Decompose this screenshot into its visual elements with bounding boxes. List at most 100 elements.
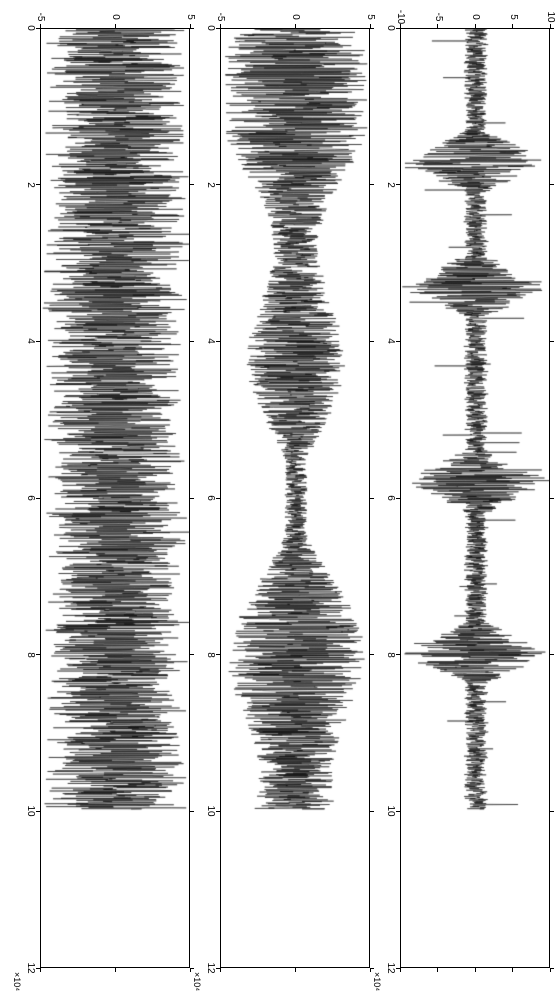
xtick-label: 2 xyxy=(25,182,35,188)
xtick-label: 6 xyxy=(205,495,215,501)
xtick-mark xyxy=(216,28,220,29)
ytick-label: -5 xyxy=(215,13,225,22)
waveform-canvas-1 xyxy=(41,29,190,968)
xtick-label: 8 xyxy=(205,652,215,658)
x-exponent-label: ×10⁴ xyxy=(12,972,22,991)
subplot-2: -505024681012×10⁴ xyxy=(220,28,370,968)
xtick-mark xyxy=(36,968,40,969)
xtick-label: 6 xyxy=(25,495,35,501)
xtick-mark xyxy=(370,341,374,342)
xtick-label: 4 xyxy=(205,339,215,345)
xtick-label: 10 xyxy=(25,806,35,817)
xtick-mark xyxy=(36,498,40,499)
ytick-label: 0 xyxy=(110,14,120,20)
xtick-mark xyxy=(36,341,40,342)
ytick-label: 5 xyxy=(185,14,195,20)
waveform-canvas-2 xyxy=(221,29,370,968)
xtick-mark xyxy=(190,498,194,499)
xtick-mark xyxy=(370,654,374,655)
xtick-label: 0 xyxy=(385,25,395,31)
ytick-mark xyxy=(190,968,191,972)
xtick-mark xyxy=(396,654,400,655)
ytick-label: -5 xyxy=(35,13,45,22)
ytick-label: 5 xyxy=(508,14,518,20)
xtick-label: 12 xyxy=(385,962,395,973)
xtick-mark xyxy=(36,654,40,655)
xtick-mark xyxy=(36,28,40,29)
xtick-label: 12 xyxy=(205,962,215,973)
xtick-mark xyxy=(370,184,374,185)
xtick-mark xyxy=(550,968,554,969)
xtick-mark xyxy=(216,498,220,499)
xtick-mark xyxy=(190,28,194,29)
plot-area-2 xyxy=(220,28,370,968)
xtick-mark xyxy=(370,811,374,812)
xtick-label: 6 xyxy=(385,495,395,501)
ytick-label: 0 xyxy=(290,14,300,20)
ytick-label: -5 xyxy=(433,13,443,22)
xtick-label: 10 xyxy=(385,806,395,817)
xtick-mark xyxy=(36,184,40,185)
ytick-mark xyxy=(220,968,221,972)
ytick-label: 0 xyxy=(470,14,480,20)
xtick-mark xyxy=(370,498,374,499)
xtick-mark xyxy=(396,184,400,185)
subplot-3: -10-50510024681012×10⁴ xyxy=(400,28,550,968)
ytick-label: 10 xyxy=(545,11,555,22)
xtick-mark xyxy=(370,968,374,969)
xtick-mark xyxy=(36,811,40,812)
xtick-mark xyxy=(550,654,554,655)
ytick-mark xyxy=(400,968,401,972)
xtick-label: 8 xyxy=(25,652,35,658)
xtick-mark xyxy=(550,341,554,342)
xtick-label: 8 xyxy=(385,652,395,658)
ytick-label: -10 xyxy=(395,10,405,24)
xtick-mark xyxy=(396,968,400,969)
xtick-label: 12 xyxy=(25,962,35,973)
ytick-mark xyxy=(475,968,476,972)
xtick-mark xyxy=(190,341,194,342)
ytick-mark xyxy=(512,24,513,28)
xtick-label: 2 xyxy=(385,182,395,188)
xtick-mark xyxy=(190,968,194,969)
ytick-mark xyxy=(475,24,476,28)
ytick-mark xyxy=(512,968,513,972)
xtick-mark xyxy=(216,811,220,812)
ytick-mark xyxy=(40,968,41,972)
xtick-mark xyxy=(216,184,220,185)
xtick-mark xyxy=(396,498,400,499)
xtick-mark xyxy=(190,654,194,655)
xtick-mark xyxy=(370,28,374,29)
ytick-mark xyxy=(370,968,371,972)
ytick-label: 5 xyxy=(365,14,375,20)
ytick-mark xyxy=(115,24,116,28)
ytick-mark xyxy=(295,24,296,28)
ytick-mark xyxy=(550,968,551,972)
xtick-label: 0 xyxy=(205,25,215,31)
ytick-mark xyxy=(295,968,296,972)
xtick-label: 4 xyxy=(25,339,35,345)
xtick-mark xyxy=(396,341,400,342)
ytick-mark xyxy=(437,24,438,28)
plot-area-3 xyxy=(400,28,550,968)
xtick-label: 10 xyxy=(205,806,215,817)
waveform-canvas-3 xyxy=(401,29,550,968)
xtick-mark xyxy=(550,498,554,499)
xtick-mark xyxy=(550,28,554,29)
xtick-mark xyxy=(550,184,554,185)
ytick-mark xyxy=(437,968,438,972)
xtick-mark xyxy=(216,654,220,655)
x-exponent-label: ×10⁴ xyxy=(372,972,382,991)
xtick-mark xyxy=(550,811,554,812)
plot-area-1 xyxy=(40,28,190,968)
x-exponent-label: ×10⁴ xyxy=(192,972,202,991)
xtick-mark xyxy=(216,968,220,969)
ytick-mark xyxy=(115,968,116,972)
xtick-mark xyxy=(216,341,220,342)
xtick-label: 2 xyxy=(205,182,215,188)
xtick-mark xyxy=(396,811,400,812)
xtick-label: 0 xyxy=(25,25,35,31)
xtick-label: 4 xyxy=(385,339,395,345)
xtick-mark xyxy=(190,184,194,185)
subplot-1: -505024681012×10⁴ xyxy=(40,28,190,968)
